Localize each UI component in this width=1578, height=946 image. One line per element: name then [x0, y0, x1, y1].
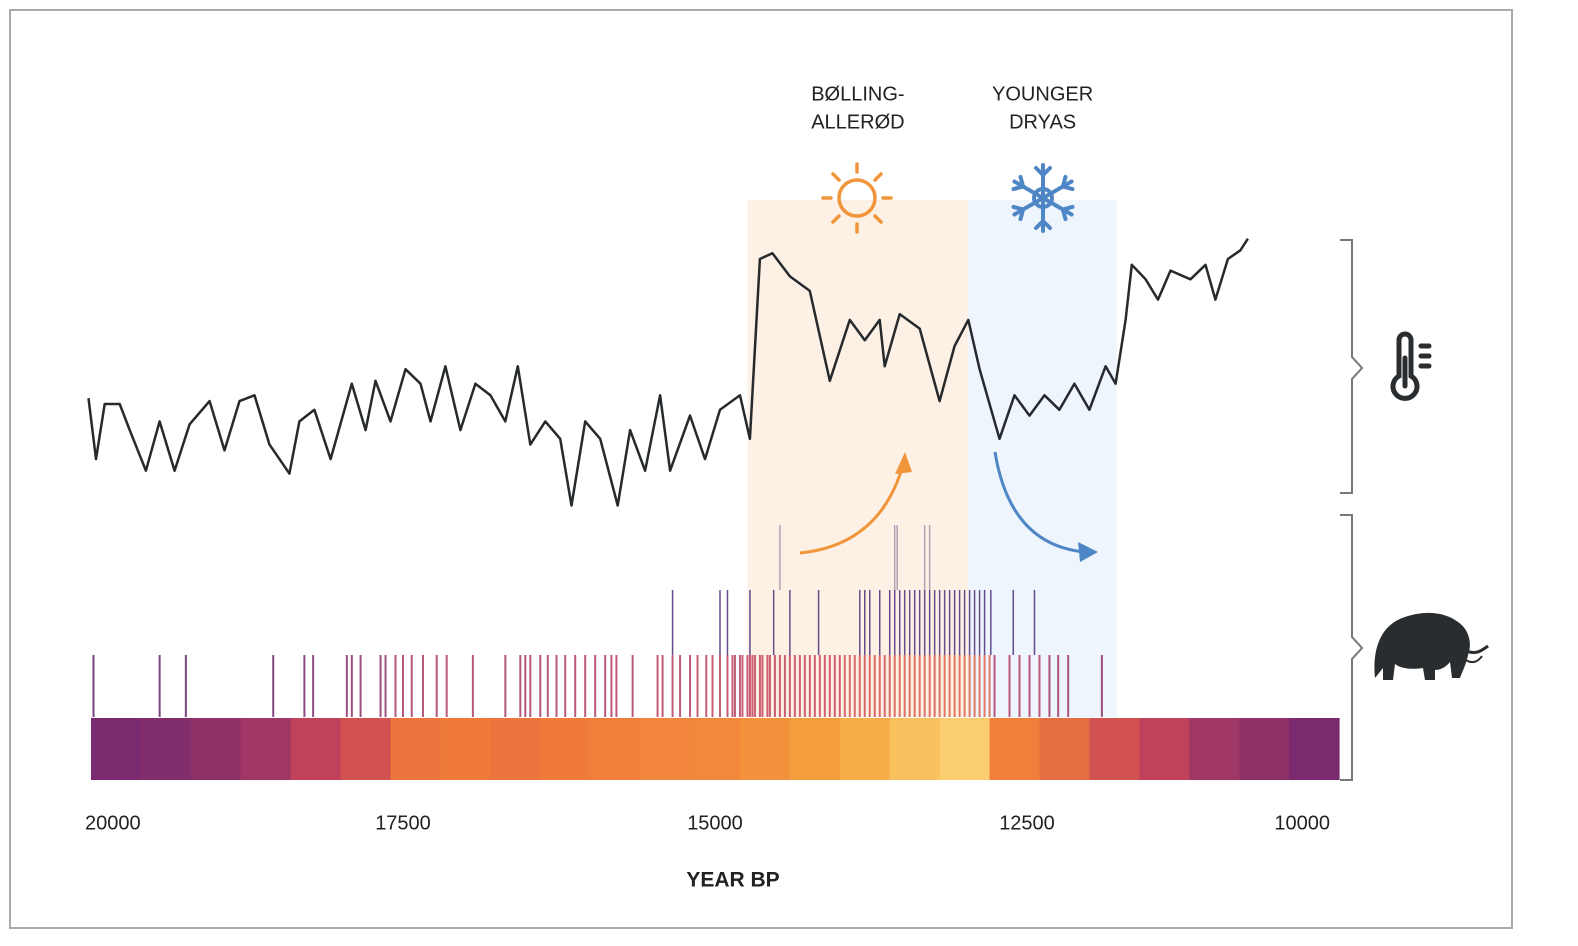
x-tick-label: 15000 — [687, 812, 743, 834]
x-tick-label: 10000 — [1274, 812, 1330, 834]
temperature-line — [87, 238, 1249, 507]
x-tick-label: 20000 — [85, 812, 141, 834]
heat-cell — [590, 718, 641, 780]
heat-cell — [1039, 718, 1090, 780]
rug — [92, 525, 1103, 717]
cooling-arrow — [993, 451, 1086, 554]
series — [87, 238, 1249, 507]
frame — [9, 9, 1513, 929]
heat-cell — [690, 718, 741, 780]
heat-cell — [1089, 718, 1140, 780]
heat-cell — [1139, 718, 1190, 780]
x-axis-title: YEAR BP — [686, 869, 779, 892]
x-axis: 20000 17500 15000 12500 10000 — [85, 812, 1330, 834]
heatmap — [91, 718, 1340, 780]
region-label: YOUNGER — [992, 83, 1093, 105]
region-label: DRYAS — [1009, 111, 1076, 133]
arrow-head — [895, 452, 912, 474]
brace — [1340, 239, 1364, 494]
heat-cell — [939, 718, 991, 780]
mammoth-icon — [1374, 612, 1489, 680]
heat-cell — [190, 718, 242, 780]
heat-cell — [440, 718, 491, 780]
x-tick-label: 12500 — [999, 812, 1055, 834]
braces — [1340, 239, 1364, 781]
heat-cell — [739, 718, 791, 780]
heat-cell — [340, 718, 392, 780]
thermometer-icon — [1390, 331, 1432, 401]
heat-cell — [1189, 718, 1240, 780]
heat-cell — [490, 718, 541, 780]
heat-cell — [390, 718, 442, 780]
snowflake-icon — [1011, 163, 1075, 233]
heat-cell — [140, 718, 192, 780]
region-label: ALLERØD — [811, 111, 904, 133]
arrows — [799, 451, 1098, 562]
brace — [1340, 514, 1364, 781]
heat-cell — [1239, 718, 1290, 780]
region-label: BØLLING- — [811, 83, 904, 105]
heat-cell — [290, 718, 342, 780]
regions: BØLLING- ALLERØD YOUNGER DRYAS — [747, 83, 1117, 717]
heat-cell — [839, 718, 891, 780]
heat-cell — [789, 718, 841, 780]
warming-arrow — [799, 464, 905, 555]
heat-cell — [91, 718, 142, 780]
x-tick-label: 17500 — [375, 812, 431, 834]
region-band — [968, 200, 1117, 717]
heat-cell — [240, 718, 292, 780]
heat-cell — [540, 718, 591, 780]
heat-cell — [1289, 718, 1340, 780]
heat-cell — [989, 718, 1041, 780]
sun-icon — [821, 162, 893, 234]
heat-cell — [889, 718, 941, 780]
heat-cell — [640, 718, 691, 780]
region-band — [747, 200, 969, 717]
arrow-head — [1078, 542, 1098, 562]
